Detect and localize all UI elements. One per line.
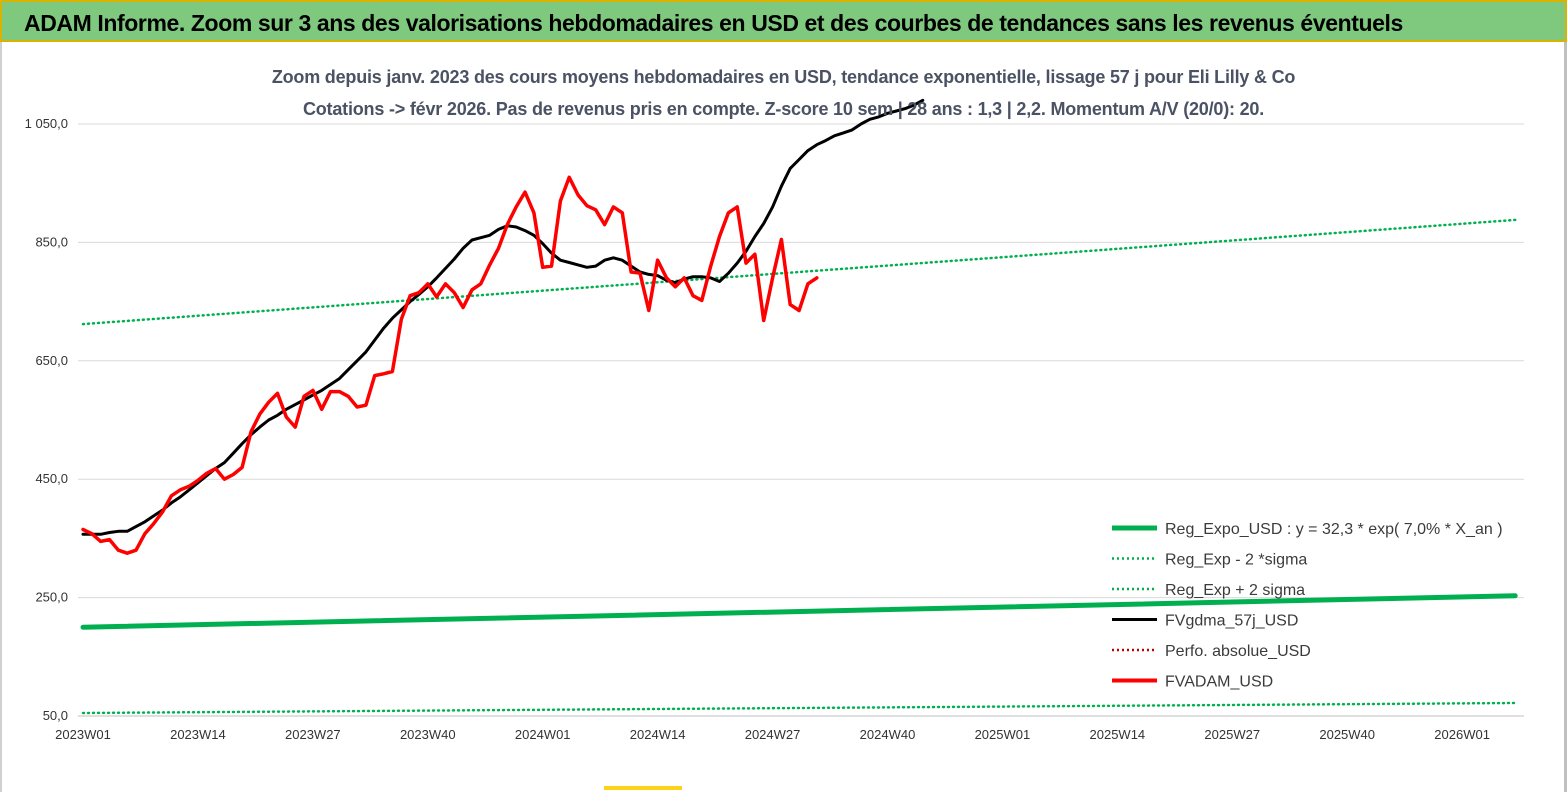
legend-label: Reg_Exp - 2 *sigma: [1165, 552, 1307, 569]
series-line: [81, 98, 925, 536]
dotted-series-line: [81, 218, 1517, 326]
x-tick-label: 2023W14: [170, 727, 226, 742]
y-tick-label: 850,0: [35, 234, 68, 249]
x-tick-label: 2025W01: [975, 727, 1031, 742]
bottom-marker: [604, 786, 682, 790]
y-tick-label: 250,0: [35, 590, 68, 605]
banner-title: ADAM Informe. Zoom sur 3 ans des valoris…: [24, 10, 1403, 36]
x-tick-label: 2023W01: [55, 727, 111, 742]
thick-series-line: [80, 593, 1518, 630]
x-tick-label: 2023W27: [285, 727, 341, 742]
x-tick-label: 2025W40: [1319, 727, 1375, 742]
report-banner: ADAM Informe. Zoom sur 3 ans des valoris…: [0, 0, 1567, 42]
legend-label: Reg_Expo_USD : y = 32,3 * exp( 7,0% * X_…: [1165, 521, 1503, 538]
legend-label: FVADAM_USD: [1165, 674, 1273, 691]
y-tick-label: 50,0: [43, 708, 68, 723]
chart-frame: [0, 42, 1567, 792]
x-tick-label: 2025W27: [1204, 727, 1260, 742]
x-tick-label: 2023W40: [400, 727, 456, 742]
chart-subtitle: Cotations -> févr 2026. Pas de revenus p…: [302, 99, 1265, 119]
x-tick-label: 2024W40: [860, 727, 916, 742]
thick-series-line: [81, 175, 819, 555]
chart-title: Zoom depuis janv. 2023 des cours moyens …: [271, 67, 1296, 87]
legend-label: Reg_Exp + 2 sigma: [1165, 582, 1305, 599]
y-tick-label: 1 050,0: [25, 116, 68, 131]
x-tick-label: 2024W01: [515, 727, 571, 742]
legend-label: FVgdma_57j_USD: [1165, 613, 1298, 630]
y-tick-label: 650,0: [35, 353, 68, 368]
y-tick-label: 450,0: [35, 471, 68, 486]
x-tick-label: 2024W14: [630, 727, 686, 742]
x-tick-label: 2026W01: [1434, 727, 1490, 742]
legend-label: Perfo. absolue_USD: [1165, 643, 1311, 660]
x-tick-label: 2024W27: [745, 727, 801, 742]
dotted-series-line: [81, 701, 1517, 715]
x-tick-label: 2025W14: [1090, 727, 1146, 742]
